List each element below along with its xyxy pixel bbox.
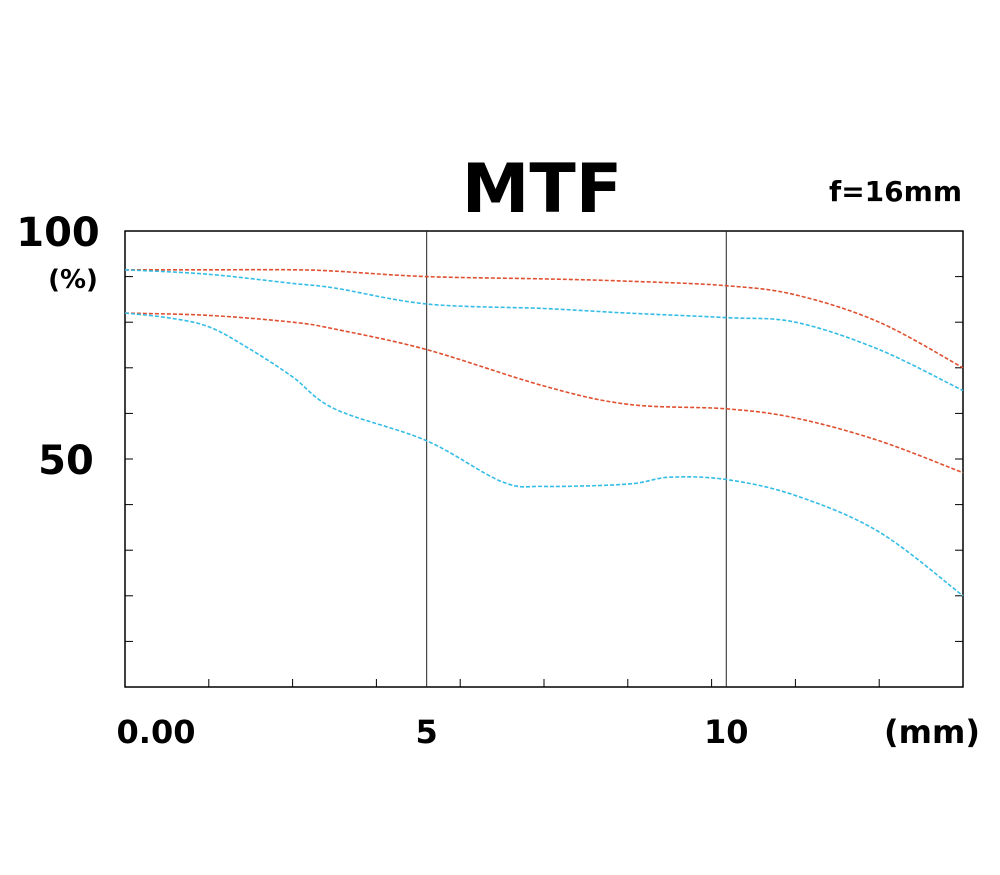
x-axis-unit: (mm)	[884, 713, 980, 751]
series-layer	[124, 268, 964, 597]
y-axis-labels: 100 50	[16, 210, 100, 484]
chart-subtitle: f=16mm	[829, 175, 962, 208]
y-tick-label: 50	[38, 438, 94, 484]
x-axis-labels: 0.00 5 10	[117, 713, 749, 751]
red-mtf-curve	[124, 312, 964, 474]
blue-mtf-curve	[124, 312, 964, 597]
plot-area	[124, 230, 964, 688]
blue-mtf-curve	[124, 269, 964, 392]
chart-title: MTF	[462, 150, 623, 229]
y-tick-label: 100	[16, 210, 100, 256]
x-tick-label: 0.00	[117, 713, 196, 751]
x-tick-label: 10	[704, 713, 749, 751]
plot-frame	[124, 230, 964, 688]
x-reference-lines	[426, 231, 727, 687]
y-axis-unit: (%)	[48, 265, 98, 295]
minor-ticks	[125, 276, 963, 687]
red-mtf-curve	[125, 268, 964, 369]
x-tick-label: 5	[416, 713, 438, 751]
